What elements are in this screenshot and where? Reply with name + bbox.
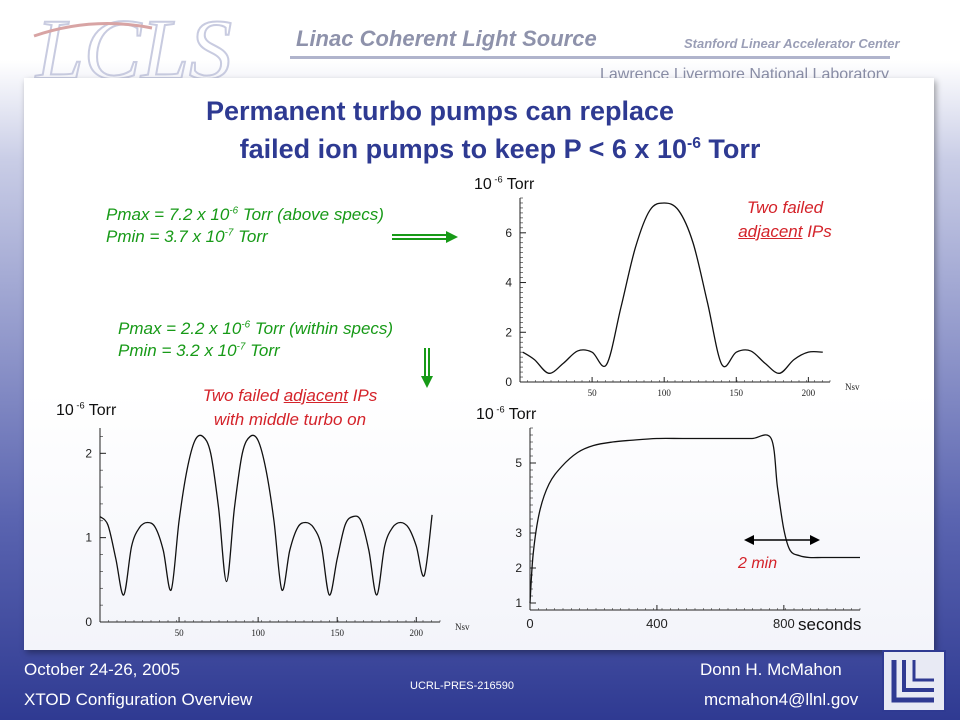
y-tick-label: 5 xyxy=(515,456,522,470)
caption-left: Two failed adjacent IPs with middle turb… xyxy=(202,386,378,429)
series-line xyxy=(522,202,823,374)
x-tick-label: 150 xyxy=(730,388,744,398)
unit-label-top-right: 10 -6 Torr xyxy=(474,174,535,193)
chart-two-failed-ips: 0 2 4 6 50 100 150 200 Nsv xyxy=(505,197,860,398)
x-tick-label: 100 xyxy=(657,388,671,398)
duration-label: 2 min xyxy=(738,555,778,572)
y-tick-label: 2 xyxy=(515,561,522,575)
y-tick-label: 2 xyxy=(85,446,92,460)
chart-pressure-vs-time: 1 2 3 5 0 400 800 seconds xyxy=(515,427,861,634)
unit-label-bottom-right: 10 -6 Torr xyxy=(476,404,537,423)
x-tick-label: 200 xyxy=(802,388,816,398)
x-axis-label: Nsv xyxy=(455,622,470,632)
y-tick-label: 1 xyxy=(85,531,92,545)
footer-email[interactable]: mcmahon4@llnl.gov xyxy=(704,690,859,709)
arrow-right-icon xyxy=(392,231,458,243)
x-tick-label: 800 xyxy=(773,616,795,631)
slide-title-line1: Permanent turbo pumps can replace xyxy=(205,96,675,126)
x-axis-label: seconds xyxy=(798,615,861,634)
slide-title-line2: failed ion pumps to keep P < 6 x 10-6 To… xyxy=(239,134,761,164)
header-rule xyxy=(290,56,890,59)
footer-doc-id: UCRL-PRES-216590 xyxy=(410,680,514,692)
lcls-logo-text: LCLS xyxy=(34,6,232,90)
series-line xyxy=(99,434,433,596)
footer-date: October 24-26, 2005 xyxy=(24,660,180,679)
footer-conference: XTOD Configuration Overview xyxy=(24,690,253,709)
y-tick-label: 4 xyxy=(505,276,512,290)
x-tick-label: 400 xyxy=(646,616,668,631)
y-tick-label: 1 xyxy=(515,596,522,610)
x-tick-label: 100 xyxy=(251,628,265,638)
y-tick-label: 0 xyxy=(85,615,92,629)
y-tick-label: 3 xyxy=(515,526,522,540)
series-line xyxy=(529,434,860,604)
note-above-specs: Pmax = 7.2 x 10-6 Torr (above specs) Pmi… xyxy=(106,205,384,246)
x-tick-label: 150 xyxy=(330,628,344,638)
llnl-logo-icon xyxy=(882,650,946,712)
unit-label-left: 10 -6 Torr xyxy=(56,400,117,419)
chart-middle-turbo-on: 0 1 2 50 100 150 200 Nsv xyxy=(85,428,470,638)
lcls-logo: LCLS xyxy=(33,6,233,90)
caption-right: Two failed adjacent IPs xyxy=(738,198,832,241)
x-tick-label: 0 xyxy=(526,616,533,631)
y-tick-label: 6 xyxy=(505,226,512,240)
arrow-down-icon xyxy=(421,348,433,388)
y-tick-label: 2 xyxy=(505,325,512,339)
x-tick-label: 200 xyxy=(410,628,424,638)
header-title: Linac Coherent Light Source xyxy=(296,26,597,51)
y-tick-label: 0 xyxy=(505,375,512,389)
footer-author: Donn H. McMahon xyxy=(700,660,842,679)
x-tick-label: 50 xyxy=(588,388,598,398)
duration-arrow-icon xyxy=(744,535,820,545)
x-tick-label: 50 xyxy=(175,628,185,638)
note-within-specs: Pmax = 2.2 x 10-6 Torr (within specs) Pm… xyxy=(118,319,394,360)
header-slac: Stanford Linear Accelerator Center xyxy=(684,36,900,51)
x-axis-label: Nsv xyxy=(845,382,860,392)
